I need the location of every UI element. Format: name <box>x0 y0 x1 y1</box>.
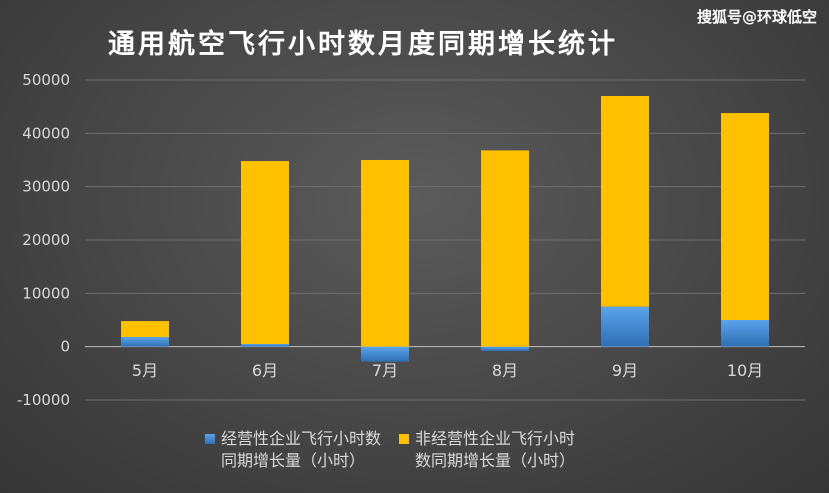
y-tick-label: 50000 <box>22 71 70 89</box>
x-tick-label: 6月 <box>252 361 278 380</box>
bar-non-operating-8 <box>481 150 529 347</box>
y-tick-label: 30000 <box>22 178 70 196</box>
bar-non-operating-6 <box>241 161 289 344</box>
y-tick-label: 0 <box>60 338 70 356</box>
x-tick-label: 8月 <box>492 361 518 380</box>
x-tick-label: 5月 <box>132 361 158 380</box>
legend-swatch <box>399 434 410 444</box>
y-tick-label: -10000 <box>17 391 70 409</box>
legend-item: 经营性企业飞行小时数 同期增长量（小时） <box>205 428 381 472</box>
x-tick-label: 7月 <box>372 361 398 380</box>
x-tick-label: 9月 <box>612 361 638 380</box>
bar-operating-6 <box>241 344 289 347</box>
bar-operating-9 <box>601 306 649 347</box>
y-tick-label: 40000 <box>22 124 70 142</box>
bar-operating-5 <box>121 337 169 347</box>
chart-title: 通用航空飞行小时数月度同期增长统计 <box>108 29 618 60</box>
legend-label: 经营性企业飞行小时数 同期增长量（小时） <box>221 429 382 470</box>
legend-label: 非经营性企业飞行小时 数同期增长量（小时） <box>415 429 576 470</box>
bar-operating-10 <box>721 320 769 347</box>
y-tick-label: 20000 <box>22 231 70 249</box>
bar-non-operating-10 <box>721 113 769 320</box>
watermark: 搜狐号@环球低空 <box>696 8 817 26</box>
bar-operating-7 <box>361 346 409 362</box>
legend-swatch <box>205 434 215 444</box>
bar-non-operating-5 <box>121 321 169 338</box>
x-tick-label: 10月 <box>727 361 763 380</box>
bar-non-operating-9 <box>601 96 649 307</box>
bar-non-operating-7 <box>361 160 409 347</box>
y-tick-label: 10000 <box>22 284 70 302</box>
chart-legend: 经营性企业飞行小时数 同期增长量（小时） 非经营性企业飞行小时 数同期增长量（小时… <box>205 428 575 472</box>
legend-item: 非经营性企业飞行小时 数同期增长量（小时） <box>399 428 575 472</box>
bar-operating-8 <box>481 346 529 351</box>
